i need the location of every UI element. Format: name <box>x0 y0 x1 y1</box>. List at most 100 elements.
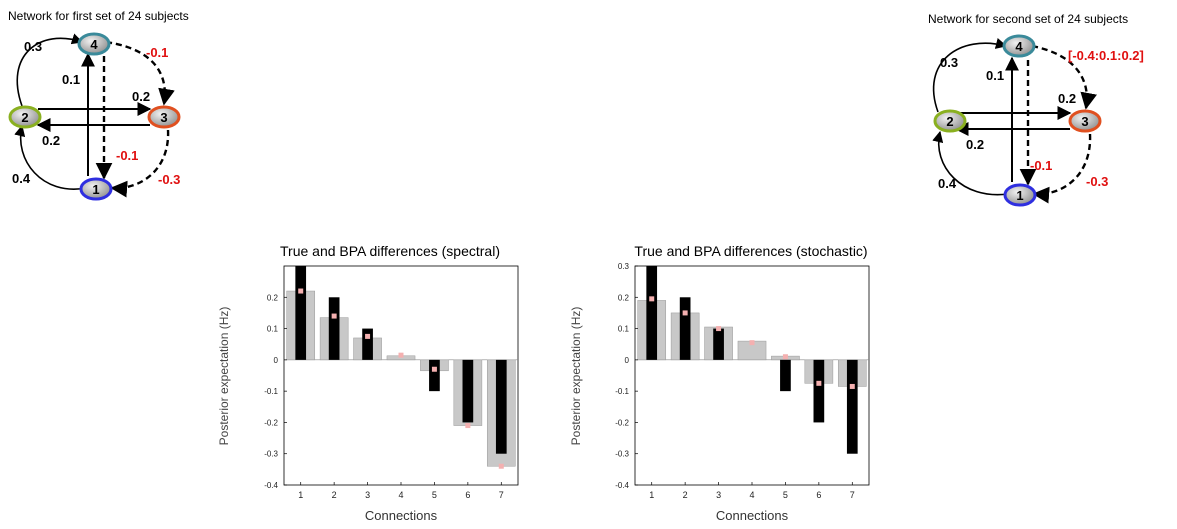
y-axis-label: Posterior expectation (Hz) <box>217 307 231 446</box>
label-outer-top: 0.3 <box>24 39 42 54</box>
bpa-marker <box>431 366 437 372</box>
node-2: 2 <box>933 109 967 133</box>
x-tick-label: 6 <box>816 490 821 500</box>
y-tick-label: -0.3 <box>615 450 629 459</box>
label-mid-left: 0.2 <box>42 133 60 148</box>
x-tick-label: 3 <box>716 490 721 500</box>
label-mid-right: 0.2 <box>132 89 150 104</box>
y-ticks: -0.4 -0.3 -0.2 -0.1 0 0.1 0.2 0.3 <box>615 262 638 490</box>
x-tick-label: 5 <box>432 490 437 500</box>
y-tick-label: -0.4 <box>615 481 629 490</box>
bpa-marker <box>749 340 755 346</box>
y-tick-label: -0.2 <box>615 418 629 427</box>
network-2: Network for second set of 24 subjects 4 … <box>928 12 1144 207</box>
x-tick-label: 1 <box>649 490 654 500</box>
x-axis-label: Connections <box>365 508 438 523</box>
bpa-marker <box>365 333 371 339</box>
bpa-marker <box>398 352 404 358</box>
bar-true <box>429 359 440 392</box>
node-4-label: 4 <box>1015 39 1023 54</box>
y-ticks: -0.4 -0.3 -0.2 -0.1 0 0.1 0.2 <box>264 293 287 490</box>
bar-true <box>462 359 474 423</box>
node-1: 1 <box>1003 183 1037 207</box>
label-outer-top: 0.3 <box>940 55 958 70</box>
x-tick-label: 6 <box>465 490 470 500</box>
y-tick-label: 0.2 <box>267 293 279 302</box>
label-mid-left: 0.2 <box>966 137 984 152</box>
bpa-marker <box>816 380 822 386</box>
bpa-marker <box>649 296 655 302</box>
bar-true <box>780 359 791 392</box>
x-ticks: 1 2 3 4 5 6 7 <box>649 482 855 500</box>
node-1-label: 1 <box>1016 188 1023 203</box>
plot-area <box>634 265 870 486</box>
x-tick-label: 2 <box>683 490 688 500</box>
bars <box>284 266 518 469</box>
edge-1-to-2-arc-2 <box>932 130 1009 196</box>
label-inner-left: 0.1 <box>986 68 1004 83</box>
bar-true <box>679 297 691 360</box>
bar-true <box>328 297 340 360</box>
node-2: 2 <box>8 105 42 129</box>
x-axis-label: Connections <box>716 508 789 523</box>
x-tick-label: 5 <box>783 490 788 500</box>
y-tick-label: -0.3 <box>264 450 278 459</box>
x-tick-label: 3 <box>365 490 370 500</box>
bar-true <box>813 359 825 423</box>
chart-title: True and BPA differences (stochastic) <box>634 243 867 259</box>
node-1-label: 1 <box>92 182 99 197</box>
bpa-marker <box>331 313 337 319</box>
node-3: 3 <box>1068 109 1102 133</box>
node-3: 3 <box>147 105 181 129</box>
label-top-right: [-0.4:0.1:0.2] <box>1068 48 1144 63</box>
y-tick-label: -0.1 <box>615 387 629 396</box>
y-tick-label: 0 <box>625 356 630 365</box>
chart-spectral: True and BPA differences (spectral) -0.4… <box>217 243 519 523</box>
bars <box>635 266 869 454</box>
node-3-label: 3 <box>1081 114 1088 129</box>
y-tick-label: 0.1 <box>267 325 279 334</box>
bar-true <box>295 266 307 360</box>
edge-4-to-3-dashed <box>105 40 175 106</box>
edge-3-to-1-dashed-2 <box>1032 133 1092 204</box>
edge-3-to-1-dashed <box>110 129 170 198</box>
bpa-marker <box>782 354 788 360</box>
label-bottom-right: -0.3 <box>158 172 180 187</box>
bpa-marker <box>849 383 855 389</box>
x-tick-label: 2 <box>332 490 337 500</box>
y-tick-label: -0.2 <box>264 418 278 427</box>
chart-title: True and BPA differences (spectral) <box>280 243 500 259</box>
network-1: Network for first set of 24 subjects 4 2 <box>8 9 189 201</box>
edge-4-to-3-dashed-2 <box>1031 44 1097 110</box>
y-tick-label: 0.2 <box>618 293 630 302</box>
bar-true <box>713 328 724 360</box>
bar-true <box>495 359 507 454</box>
label-bottom-right: -0.3 <box>1086 174 1108 189</box>
node-2-label: 2 <box>946 114 953 129</box>
node-4: 4 <box>77 32 111 56</box>
bpa-marker <box>682 310 688 316</box>
bpa-marker <box>498 463 504 469</box>
node-4: 4 <box>1002 34 1036 58</box>
label-outer-bottom: 0.4 <box>12 171 31 186</box>
x-tick-label: 7 <box>850 490 855 500</box>
edge-2-to-4-arc <box>16 33 84 107</box>
bar-true <box>646 266 658 360</box>
label-inner-left: 0.1 <box>62 72 80 87</box>
edge-1-to-2-arc <box>14 124 87 190</box>
y-tick-label: 0 <box>274 356 279 365</box>
bpa-marker <box>298 288 304 294</box>
y-tick-label: 0.3 <box>618 262 630 271</box>
chart-stochastic: True and BPA differences (stochastic) -0… <box>569 243 870 523</box>
network-2-title: Network for second set of 24 subjects <box>928 12 1128 26</box>
y-axis-label: Posterior expectation (Hz) <box>569 307 583 446</box>
y-tick-label: -0.4 <box>264 481 278 490</box>
y-tick-label: -0.1 <box>264 387 278 396</box>
node-3-label: 3 <box>160 110 167 125</box>
label-mid-right: 0.2 <box>1058 91 1076 106</box>
x-tick-label: 4 <box>398 490 403 500</box>
x-tick-label: 4 <box>749 490 754 500</box>
y-tick-label: 0.1 <box>618 325 630 334</box>
x-tick-label: 7 <box>499 490 504 500</box>
